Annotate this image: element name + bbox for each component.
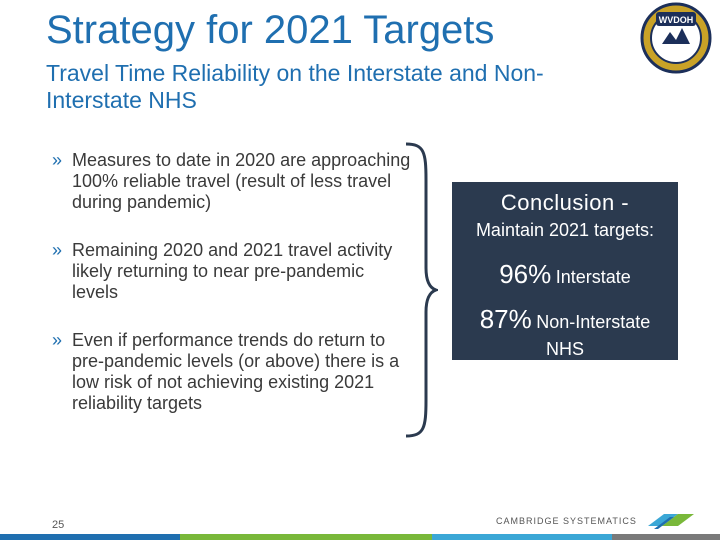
right-brace-icon (405, 142, 438, 438)
bullet-mark: » (52, 330, 63, 350)
interstate-percent: 96% (499, 259, 552, 289)
bullet-item: » Measures to date in 2020 are approachi… (52, 150, 412, 213)
footer-logo: CAMBRIDGE SYSTEMATICS (496, 512, 710, 530)
interstate-label: Interstate (555, 267, 631, 287)
noninterstate-label: Non-Interstate (536, 312, 651, 332)
slide-subtitle: Travel Time Reliability on the Interstat… (46, 60, 544, 113)
bullet-mark: » (52, 150, 63, 170)
conclusion-subheading: Maintain 2021 targets: (475, 220, 655, 240)
footer-bar-segment (180, 534, 432, 540)
conclusion-box: Conclusion - Maintain 2021 targets: 96% … (452, 182, 678, 360)
footer-color-bar (0, 534, 720, 540)
bullet-text: Even if performance trends do return to … (72, 330, 400, 413)
footer-company-name: CAMBRIDGE SYSTEMATICS (496, 516, 637, 526)
conclusion-heading: Conclusion - (500, 190, 630, 215)
footer-bar-segment (432, 534, 612, 540)
footer-bar-segment (612, 534, 720, 540)
noninterstate-suffix: NHS (545, 339, 584, 359)
cambridge-systematics-icon (648, 514, 694, 529)
bullet-text: Remaining 2020 and 2021 travel activity … (72, 240, 393, 302)
bullet-item: » Even if performance trends do return t… (52, 330, 412, 414)
slide-title: Strategy for 2021 Targets (46, 8, 495, 52)
noninterstate-percent: 87% (479, 304, 532, 334)
footer-bar-segment (0, 534, 180, 540)
bullet-list: » Measures to date in 2020 are approachi… (52, 150, 412, 441)
bullet-mark: » (52, 240, 63, 260)
wvdoh-seal-icon: WVDOH (640, 2, 712, 74)
interstate-target: 96% Interstate (452, 259, 678, 290)
bullet-text: Measures to date in 2020 are approaching… (72, 150, 411, 212)
logo-text: WVDOH (659, 15, 694, 25)
bullet-item: » Remaining 2020 and 2021 travel activit… (52, 240, 412, 303)
noninterstate-target: 87% Non-Interstate (452, 304, 678, 335)
page-number: 25 (52, 519, 65, 531)
